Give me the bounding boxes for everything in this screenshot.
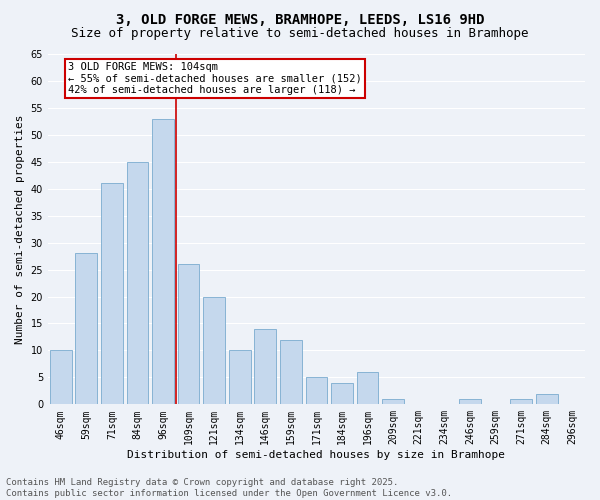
Bar xyxy=(50,350,71,405)
Bar xyxy=(536,394,557,404)
Bar xyxy=(178,264,199,404)
Bar xyxy=(76,254,97,404)
Bar xyxy=(152,118,174,405)
Bar xyxy=(459,399,481,404)
Text: 3 OLD FORGE MEWS: 104sqm
← 55% of semi-detached houses are smaller (152)
42% of : 3 OLD FORGE MEWS: 104sqm ← 55% of semi-d… xyxy=(68,62,362,96)
Bar xyxy=(229,350,251,405)
Bar xyxy=(127,162,148,404)
Bar xyxy=(382,399,404,404)
Bar xyxy=(331,383,353,404)
Y-axis label: Number of semi-detached properties: Number of semi-detached properties xyxy=(15,114,25,344)
Bar xyxy=(254,329,276,404)
Bar xyxy=(101,184,123,404)
Bar xyxy=(357,372,379,404)
Bar xyxy=(203,296,225,405)
Bar xyxy=(510,399,532,404)
Text: Contains HM Land Registry data © Crown copyright and database right 2025.
Contai: Contains HM Land Registry data © Crown c… xyxy=(6,478,452,498)
Text: 3, OLD FORGE MEWS, BRAMHOPE, LEEDS, LS16 9HD: 3, OLD FORGE MEWS, BRAMHOPE, LEEDS, LS16… xyxy=(116,12,484,26)
Text: Size of property relative to semi-detached houses in Bramhope: Size of property relative to semi-detach… xyxy=(71,28,529,40)
X-axis label: Distribution of semi-detached houses by size in Bramhope: Distribution of semi-detached houses by … xyxy=(127,450,505,460)
Bar xyxy=(280,340,302,404)
Bar xyxy=(305,378,328,404)
